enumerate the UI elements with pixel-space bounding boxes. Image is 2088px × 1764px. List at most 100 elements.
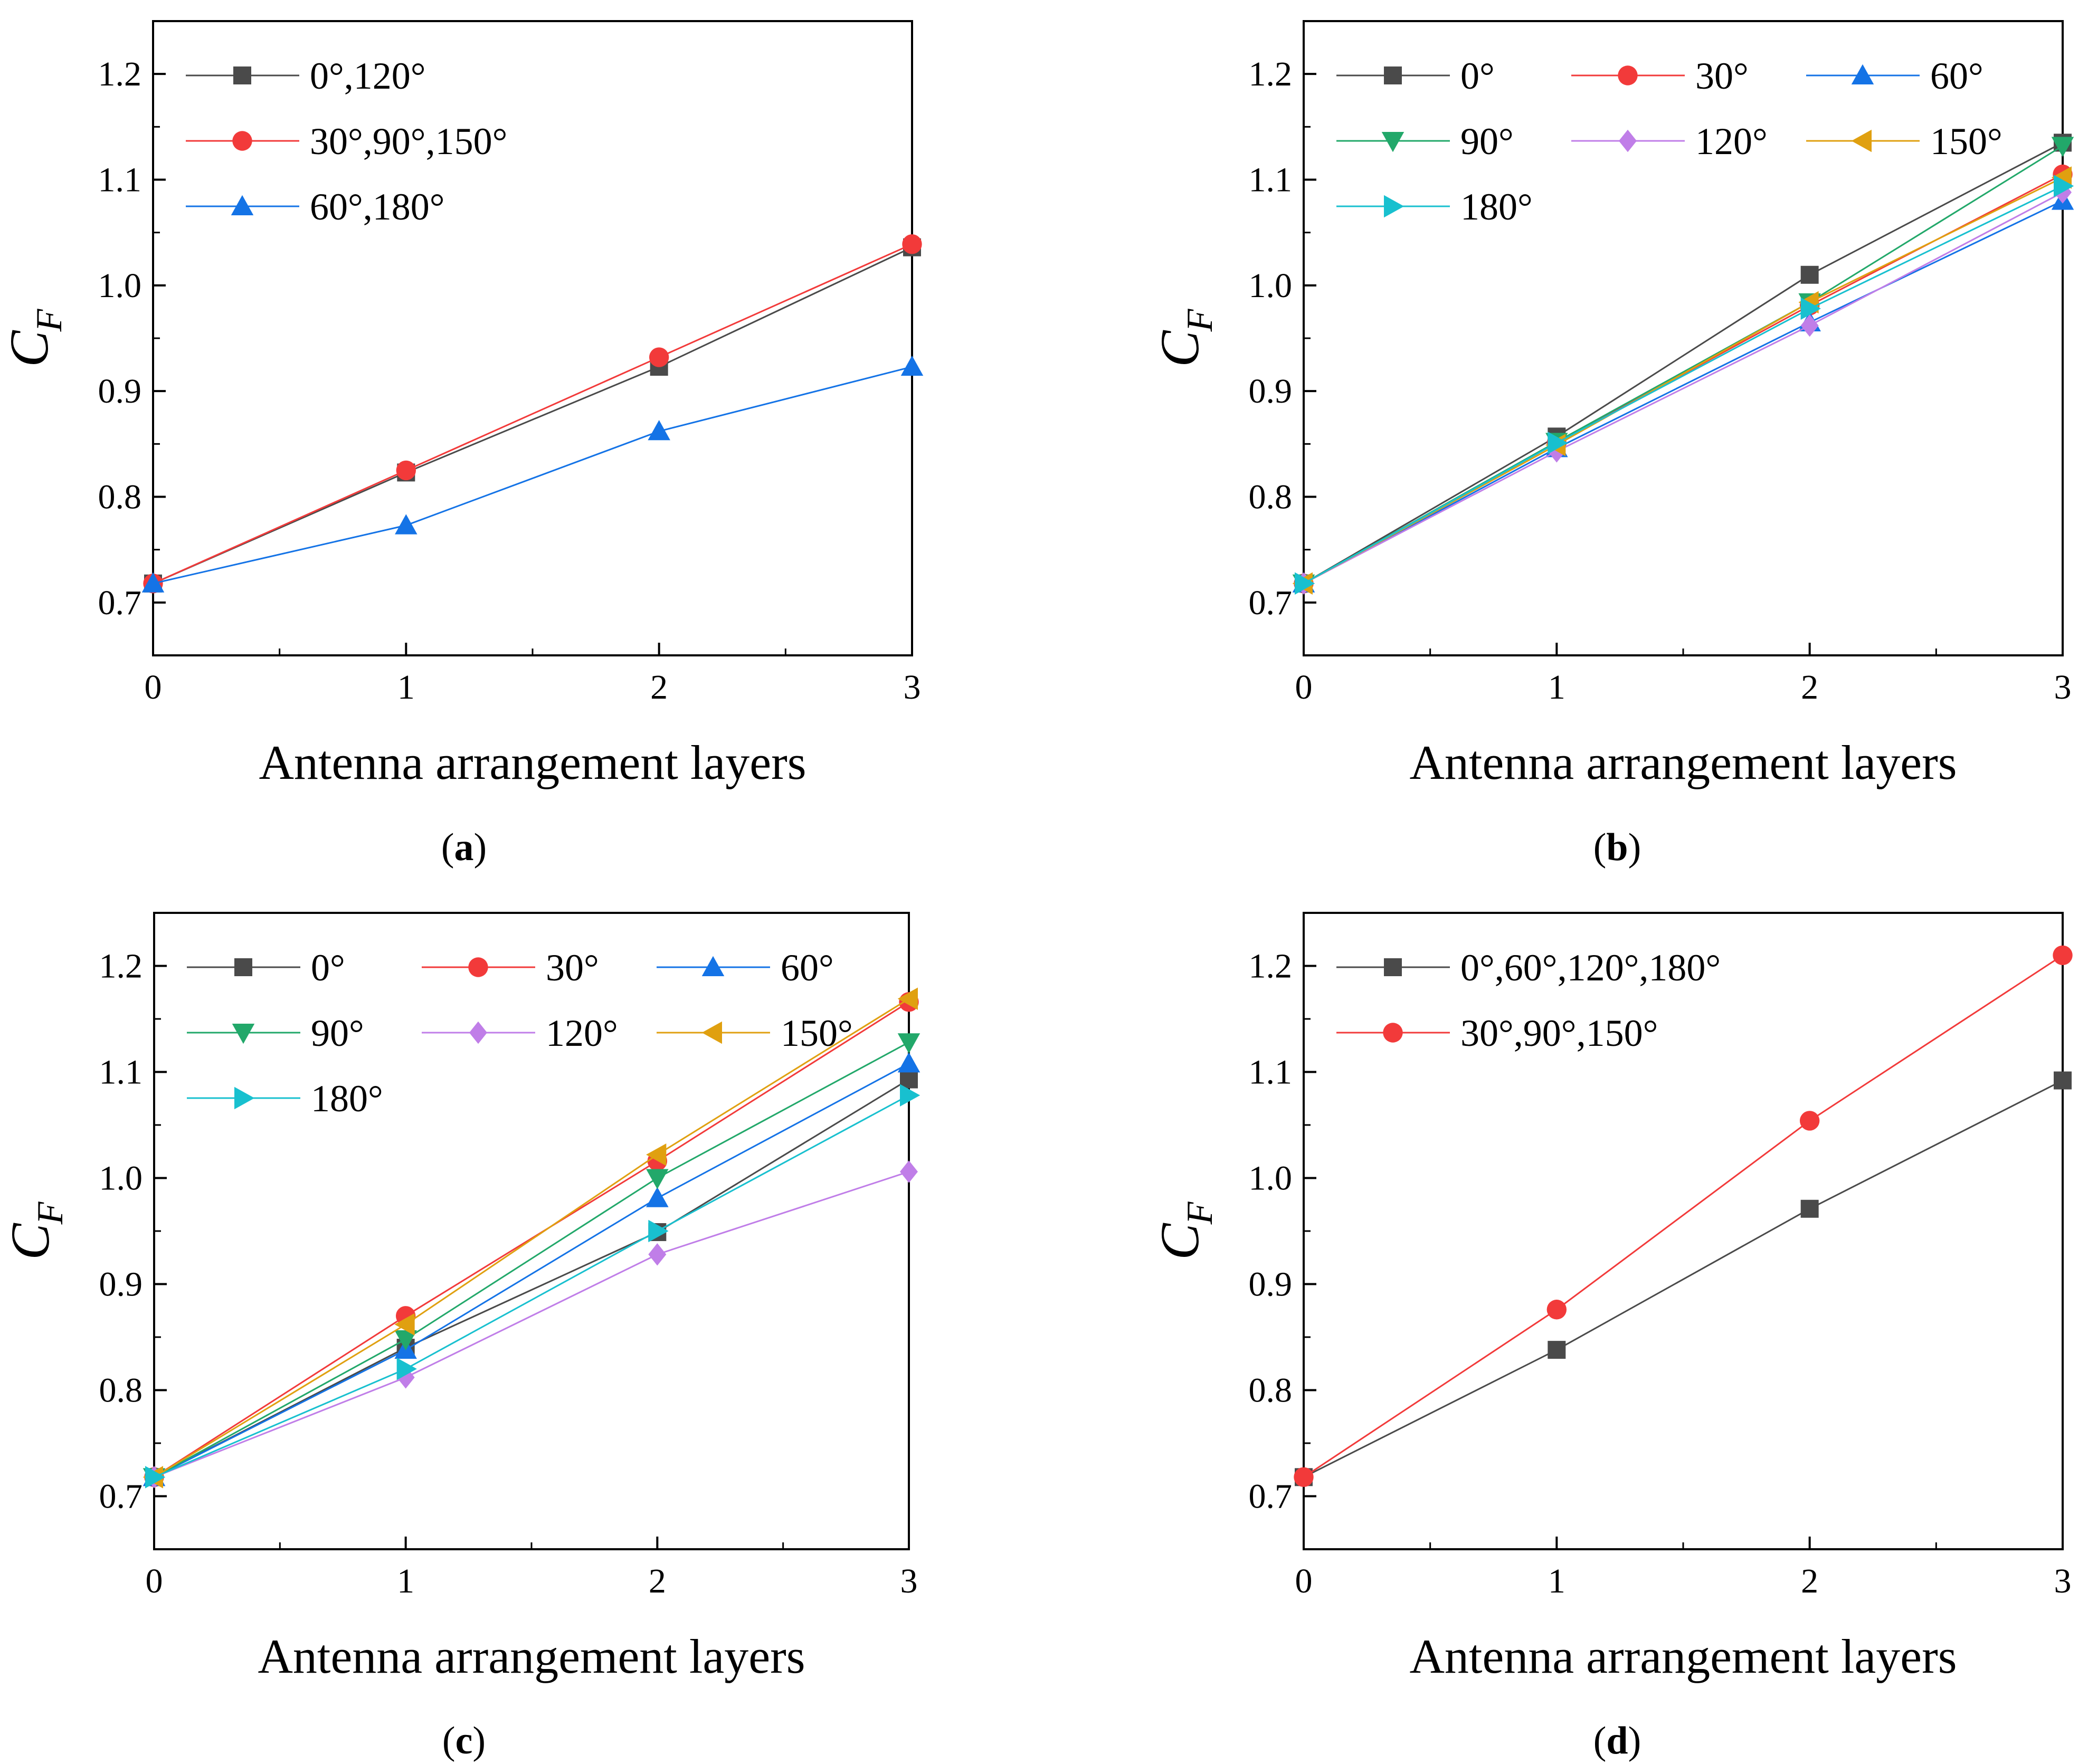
y-tick-label: 0.8 — [99, 1371, 143, 1410]
legend-entry: 60° — [657, 947, 834, 989]
y-tick-label: 0.7 — [1249, 1477, 1293, 1516]
series-line — [154, 1001, 909, 1478]
caption-letter: a — [454, 826, 474, 869]
legend-marker — [1619, 129, 1637, 152]
legend-entry: 30°,90°,150° — [1336, 1012, 1658, 1054]
series-line — [1303, 142, 2063, 585]
legend-label: 0° — [1460, 55, 1495, 97]
data-point — [648, 420, 670, 441]
series-6 — [1295, 175, 2074, 595]
y-tick-label: 0.8 — [98, 478, 142, 517]
legend-label: 0° — [311, 947, 345, 989]
legend-entry: 150° — [657, 1012, 853, 1054]
series-line — [154, 1063, 909, 1478]
x-axis-title: Antenna arrangement layers — [1409, 1629, 1957, 1683]
y-tick-label: 1.2 — [99, 947, 143, 986]
series-line — [1303, 955, 2063, 1478]
data-point — [1294, 1467, 1314, 1488]
series-line — [1303, 192, 2063, 585]
chart-panel-b: 0.7 0.8 0.9 1.0 1.1 1.2 0 1 2 3 Antenna arrangemen… — [1150, 20, 2074, 869]
series-line — [1303, 1080, 2063, 1478]
series-4 — [145, 1160, 918, 1489]
caption-letter: c — [455, 1719, 473, 1762]
data-point — [2053, 945, 2073, 966]
y-axis-title-main: C — [1150, 330, 1210, 367]
x-tick-label: 0 — [1295, 1562, 1313, 1600]
legend-marker — [234, 1086, 255, 1110]
legend-label: 90° — [1460, 120, 1514, 163]
data-point — [1295, 572, 1315, 595]
caption-paren-open: ( — [1593, 826, 1607, 869]
y-tick-label: 0.8 — [1249, 478, 1293, 517]
plot-frame — [152, 20, 913, 656]
x-tick-label: 2 — [1801, 1562, 1818, 1600]
legend-label: 60° — [1930, 55, 1983, 97]
legend-label: 30°,90°,150° — [310, 120, 507, 163]
data-point — [902, 234, 922, 254]
data-point — [900, 1084, 920, 1107]
panel-caption: (a) — [441, 826, 487, 869]
data-point — [900, 1070, 918, 1089]
data-point — [897, 987, 918, 1010]
legend-marker — [1618, 65, 1638, 85]
x-tick-label: 3 — [2054, 668, 2072, 707]
y-tick-label: 0.9 — [1249, 372, 1293, 411]
series-line — [1303, 177, 2063, 585]
data-point — [396, 1358, 417, 1380]
x-axis-title: Antenna arrangement layers — [258, 1629, 805, 1683]
data-point — [649, 347, 669, 367]
x-tick-label: 0 — [146, 1562, 163, 1600]
y-tick-label: 1.2 — [98, 55, 142, 93]
y-tick-label: 1.1 — [1249, 161, 1293, 199]
legend-entry: 90° — [1336, 120, 1514, 163]
data-point — [646, 1143, 667, 1166]
caption-paren-close: ) — [1628, 1719, 1641, 1762]
legend-entry: 30° — [422, 947, 599, 989]
legend-marker — [233, 66, 251, 84]
series-2 — [1292, 189, 2074, 593]
data-point — [395, 514, 417, 535]
y-axis-title-main: C — [1150, 1223, 1210, 1260]
legend-label: 120° — [546, 1012, 618, 1054]
y-tick-label: 1.0 — [1249, 1159, 1293, 1198]
data-point — [897, 1033, 920, 1054]
y-tick-label: 1.1 — [99, 1053, 143, 1092]
series-1 — [1294, 945, 2073, 1488]
series-1 — [1294, 164, 2073, 594]
legend-entry: 180° — [1336, 186, 1533, 228]
data-point — [1548, 432, 1568, 454]
y-tick-label: 1.0 — [99, 1159, 143, 1198]
x-tick-label: 0 — [145, 668, 162, 707]
legend-label: 90° — [311, 1012, 364, 1054]
series-2 — [143, 1052, 920, 1486]
chart-panel-c: 0.7 0.8 0.9 1.0 1.1 1.2 0 1 2 3 Antenna arrangemen… — [0, 912, 920, 1762]
y-axis-title-main: C — [0, 1223, 61, 1260]
series-line — [153, 243, 913, 585]
data-point — [648, 1219, 669, 1243]
legend-entry: 60°,180° — [186, 186, 445, 228]
x-tick-label: 1 — [397, 668, 415, 707]
series-line — [154, 1041, 909, 1478]
y-axis-title-subscript: F — [1180, 308, 1220, 332]
x-tick-label: 1 — [1548, 668, 1565, 707]
caption-letter: b — [1606, 826, 1628, 869]
legend-entry: 0° — [187, 947, 345, 989]
x-tick-label: 1 — [1548, 1562, 1565, 1600]
series-5 — [143, 987, 918, 1489]
legend-marker — [1851, 64, 1874, 84]
legend-entry: 0°,60°,120°,180° — [1336, 947, 1721, 989]
chart-panel-d: 0.7 0.8 0.9 1.0 1.1 1.2 0 1 2 3 Antenna arrangemen… — [1150, 912, 2073, 1762]
series-line — [1303, 185, 2063, 585]
legend-marker — [1381, 132, 1404, 152]
legend-entry: 0° — [1336, 55, 1495, 97]
legend-entry: 30°,90°,150° — [186, 120, 507, 163]
x-tick-label: 3 — [2054, 1562, 2072, 1600]
data-point — [648, 1243, 667, 1266]
caption-paren-open: ( — [1593, 1719, 1607, 1762]
data-point — [394, 1330, 417, 1351]
data-point — [897, 1052, 920, 1073]
series-6 — [145, 1084, 920, 1489]
y-tick-label: 0.7 — [98, 584, 142, 622]
caption-paren-open: ( — [442, 1719, 455, 1762]
